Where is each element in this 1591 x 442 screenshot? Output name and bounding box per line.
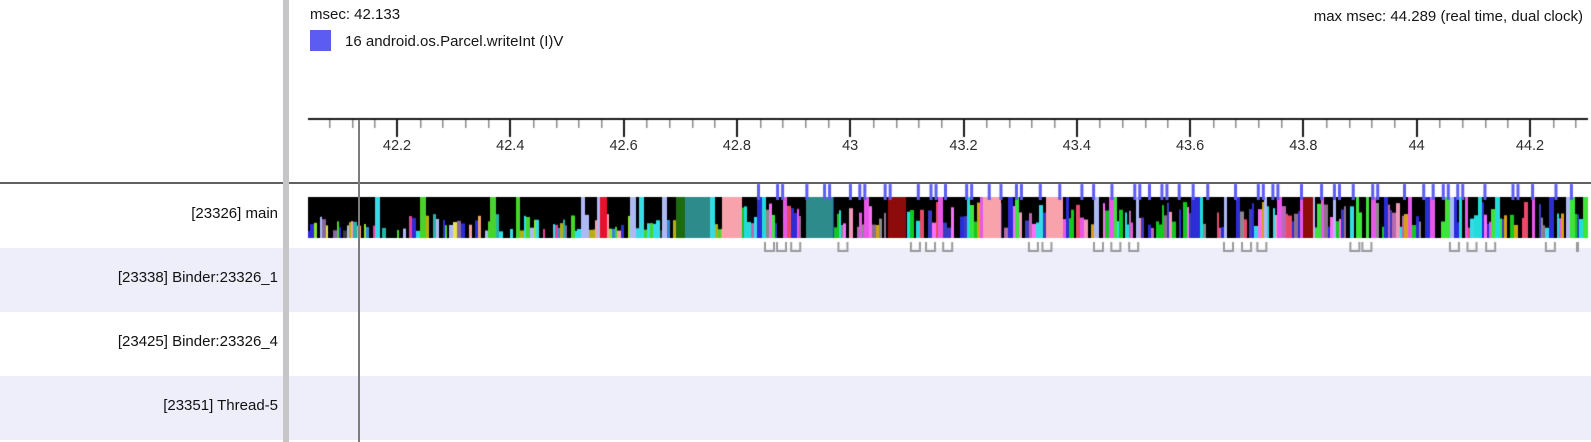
axis-tick-label: 42.8 (722, 138, 752, 154)
thread-label-thread-5[interactable]: [23351] Thread-5 (163, 396, 278, 414)
selected-method-color-swatch (310, 30, 331, 51)
selected-method-label: 16 android.os.Parcel.writeInt (I)V (345, 33, 564, 50)
axis-tick-label: 44 (1408, 138, 1425, 154)
axis-tick-label: 43.2 (949, 138, 978, 154)
axis-tick-label: 43.6 (1175, 138, 1205, 154)
cursor-msec-readout: msec: 42.133 (310, 6, 401, 23)
axis-tick-label: 42.4 (496, 138, 525, 154)
thread-label-main[interactable]: [23326] main (191, 204, 278, 222)
axis-tick-label: 43 (842, 138, 859, 154)
axis-tick-label: 43.4 (1062, 138, 1091, 154)
axis-tick-label: 44.2 (1515, 138, 1545, 154)
gutter-sash[interactable] (283, 0, 289, 442)
max-msec-readout: max msec: 44.289 (real time, dual clock) (1313, 8, 1583, 25)
timeline-cursor-line (358, 120, 360, 442)
axis-tick-label: 42.6 (609, 138, 638, 154)
axis-tick-label: 43.8 (1289, 138, 1318, 154)
thread-label-binder-23326-1[interactable]: [23338] Binder:23326_1 (117, 268, 278, 286)
axis-tick-label: 42.2 (382, 138, 412, 154)
thread-label-binder-23326-4[interactable]: [23425] Binder:23326_4 (117, 332, 278, 350)
